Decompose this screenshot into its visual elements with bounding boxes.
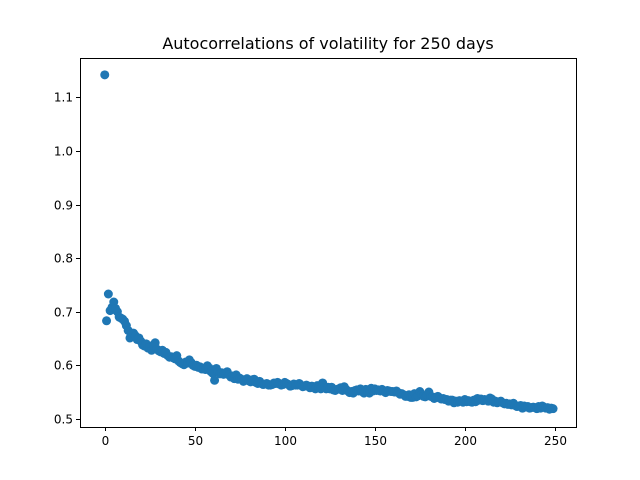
data-point: [100, 70, 110, 80]
y-tick-label: 0.5: [54, 413, 73, 427]
x-tick-label: 50: [188, 434, 203, 448]
y-tick-label: 0.9: [54, 199, 73, 213]
data-points: [100, 70, 558, 414]
data-point: [102, 316, 112, 326]
x-tick-label: 150: [364, 434, 387, 448]
y-tick-label: 0.6: [54, 359, 73, 373]
x-tick-label: 250: [544, 434, 567, 448]
data-point: [210, 375, 220, 385]
x-tick-label: 100: [274, 434, 297, 448]
y-tick-label: 0.7: [54, 306, 73, 320]
data-point: [103, 289, 113, 299]
y-tick-label: 1.1: [54, 91, 73, 105]
axes-background: [80, 58, 576, 427]
x-axis: 0 50 100 150 200 250: [102, 427, 567, 448]
y-tick-label: 1.0: [54, 145, 73, 159]
x-tick-label: 0: [102, 434, 110, 448]
axes-frame: [80, 58, 577, 428]
chart-title: Autocorrelations of volatility for 250 d…: [162, 34, 493, 53]
data-point: [548, 404, 558, 414]
x-tick-label: 200: [454, 434, 477, 448]
y-tick-label: 0.8: [54, 252, 73, 266]
y-axis: 0.5 0.6 0.7 0.8 0.9 1.0 1.1: [54, 91, 80, 427]
